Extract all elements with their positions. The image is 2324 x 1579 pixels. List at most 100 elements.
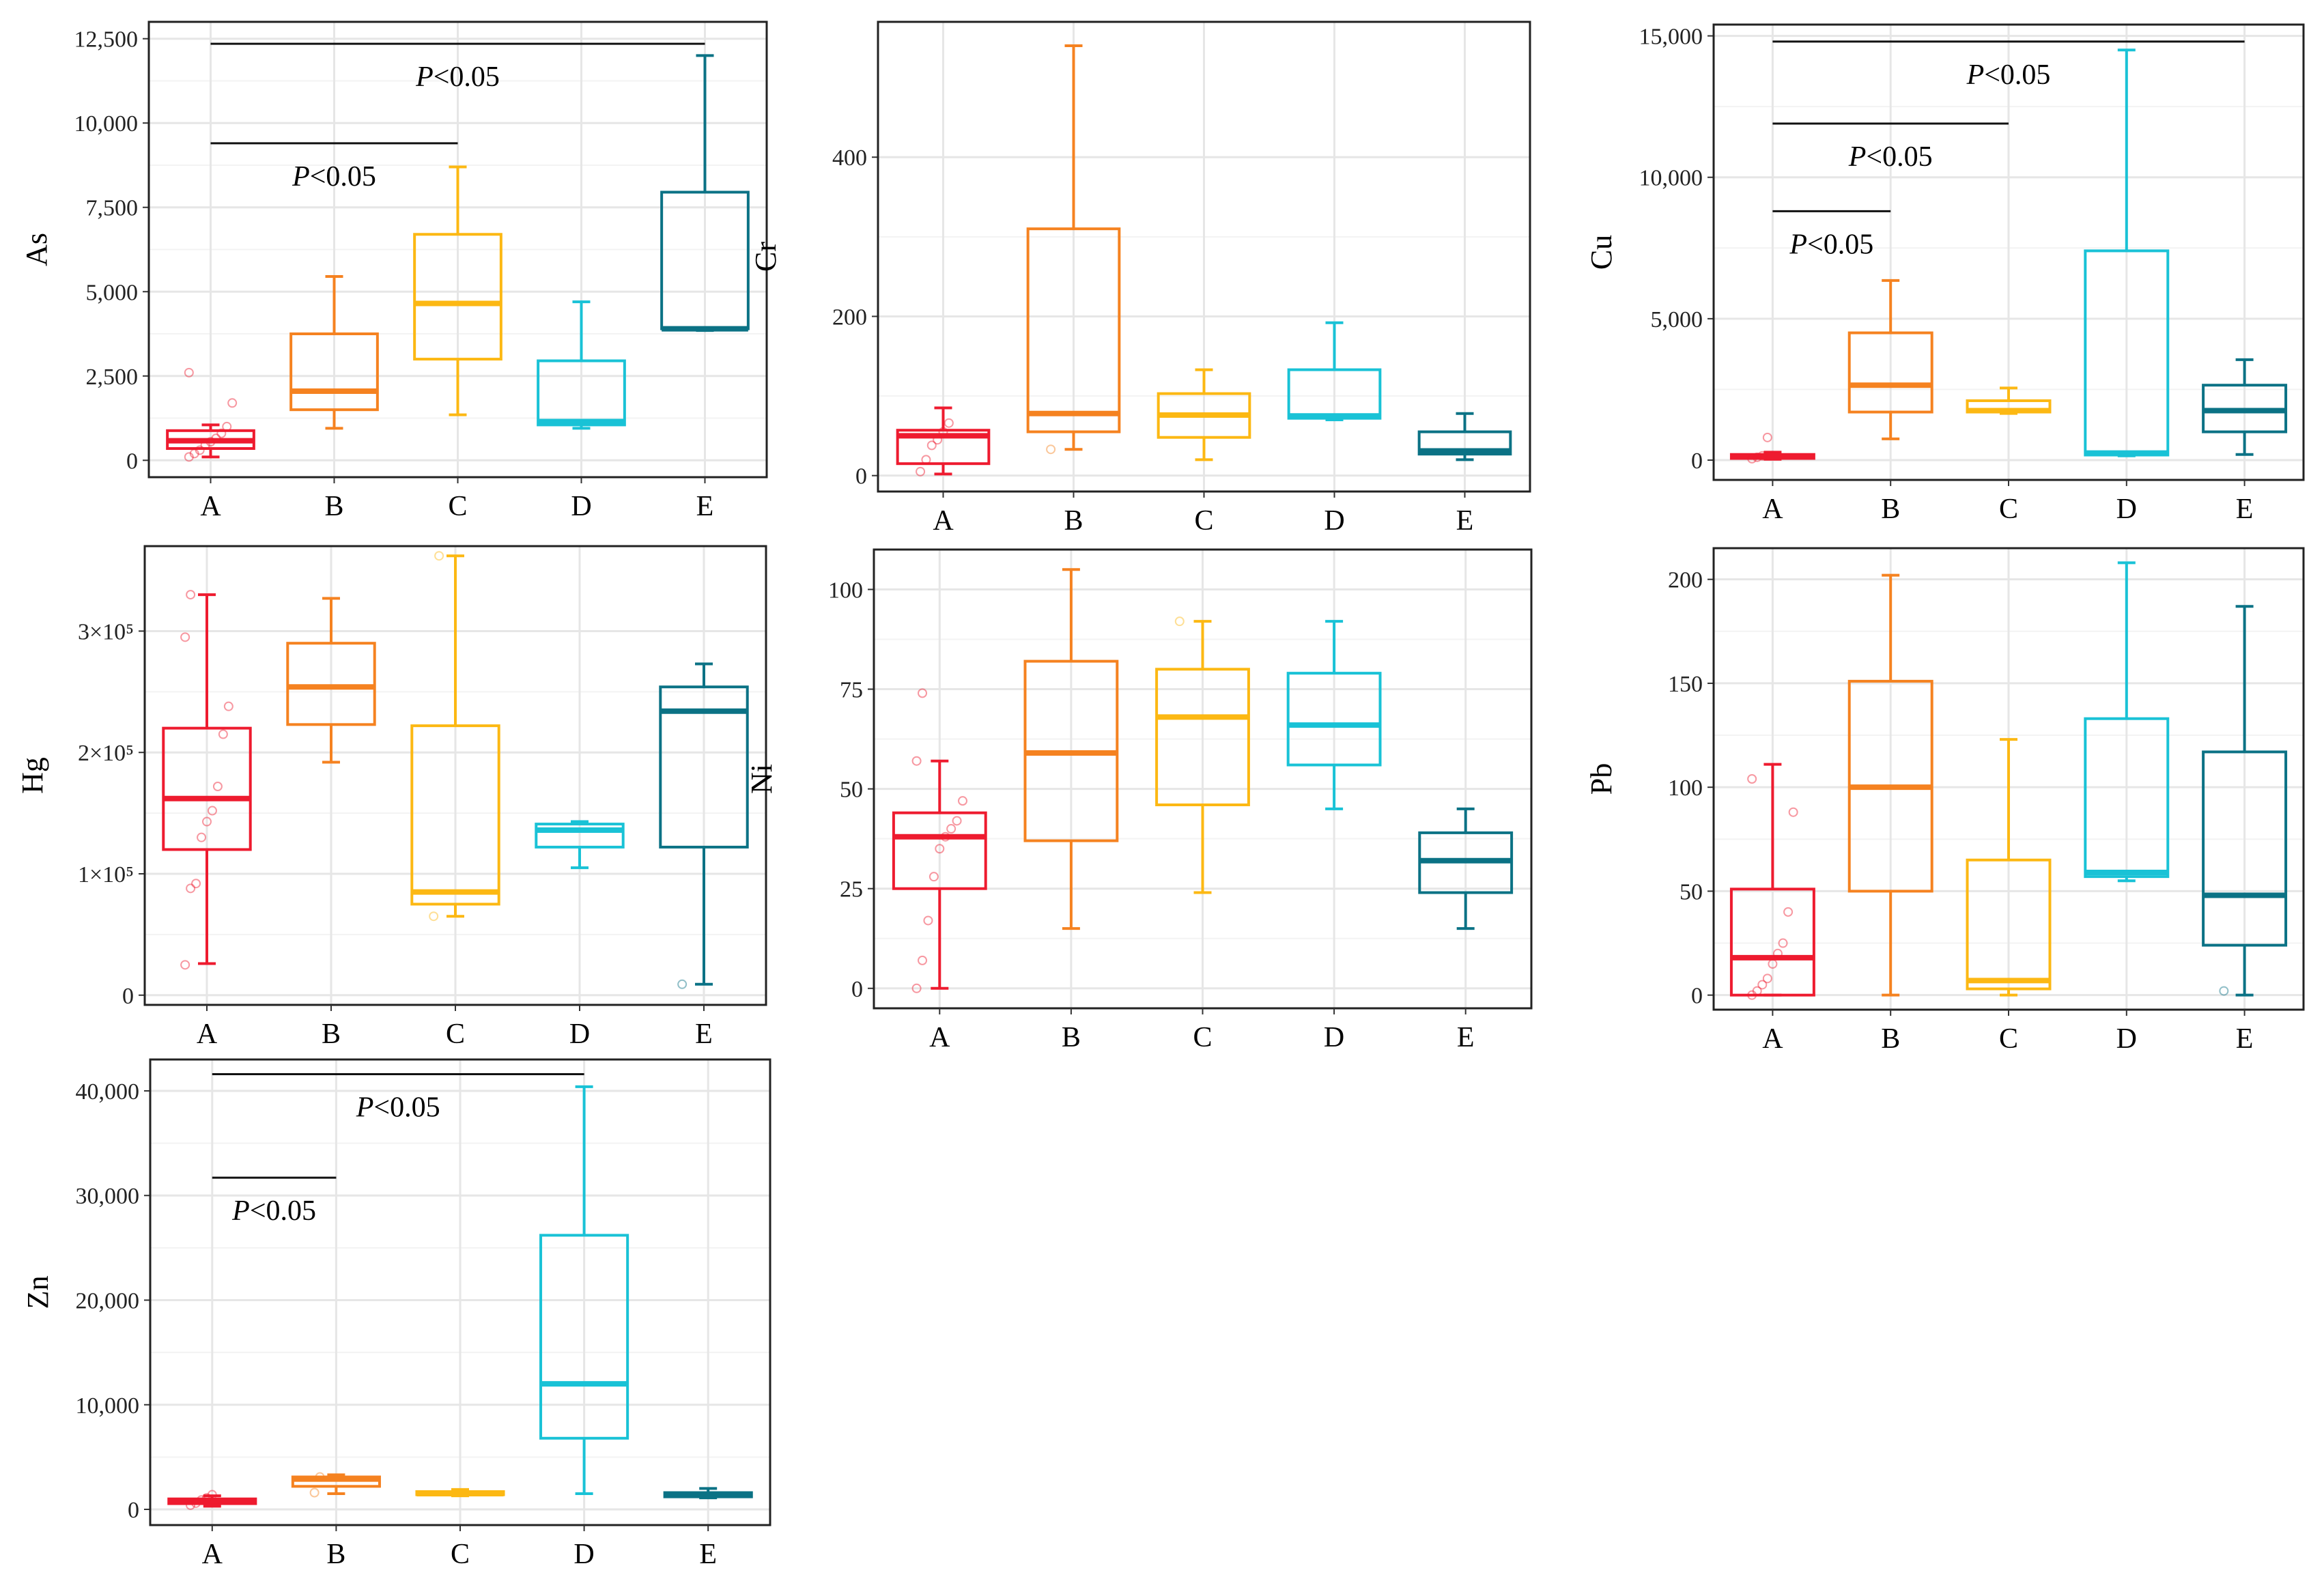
box-E	[2202, 605, 2288, 997]
box-A	[166, 423, 255, 459]
data-point	[186, 590, 196, 600]
data-point	[1768, 959, 1778, 969]
data-point	[1778, 938, 1788, 948]
data-point	[227, 398, 238, 408]
x-tick-label: A	[202, 1539, 223, 1570]
data-point	[207, 806, 217, 816]
y-tick-label: 20,000	[76, 1288, 140, 1313]
data-point	[222, 421, 232, 431]
box-D	[2084, 48, 2170, 457]
box-iqr	[1966, 858, 2052, 991]
x-tick-label: B	[1881, 1023, 1900, 1055]
y-tick-label: 10,000	[74, 111, 139, 137]
panel-cr: 0 200 400 A B C D E Cr	[749, 20, 1531, 537]
data-point	[434, 551, 444, 561]
box-A	[892, 759, 987, 990]
y-axis-title: Pb	[1585, 763, 1618, 795]
data-point	[952, 816, 962, 826]
data-point	[1174, 616, 1185, 627]
box-iqr	[1155, 668, 1250, 806]
box-iqr	[659, 685, 749, 849]
data-point	[940, 831, 950, 842]
significance-label: P<0.05	[1966, 59, 2051, 91]
y-tick-label: 2,500	[86, 365, 139, 390]
y-tick-label: 0	[128, 1498, 139, 1523]
box-E	[1418, 807, 1514, 930]
x-tick-label: B	[1881, 494, 1900, 525]
box-B	[1026, 44, 1121, 451]
box-iqr	[162, 726, 252, 851]
x-tick-label: C	[1999, 494, 2018, 525]
data-point	[677, 979, 688, 989]
y-tick-label: 3×10⁵	[78, 619, 134, 644]
data-point	[933, 435, 943, 445]
data-point	[212, 782, 223, 791]
x-tick-label: C	[1999, 1023, 2018, 1055]
y-tick-label: 2×10⁵	[78, 741, 134, 766]
data-point	[197, 832, 207, 842]
data-point	[218, 729, 228, 739]
data-point	[195, 445, 205, 455]
box-iqr	[410, 724, 500, 906]
x-tick-label: C	[446, 1019, 465, 1050]
box-D	[1287, 321, 1382, 422]
data-point	[207, 1490, 217, 1500]
box-E	[663, 1487, 753, 1500]
box-A	[1729, 763, 1815, 997]
y-tick-label: 30,000	[76, 1184, 140, 1209]
box-iqr	[892, 811, 987, 890]
y-tick-label: 0	[1691, 984, 1703, 1009]
box-B	[1847, 279, 1933, 440]
data-point	[935, 844, 945, 854]
x-tick-label: D	[2116, 494, 2137, 525]
data-point	[186, 1500, 196, 1510]
panel-zn: 0 10,000 20,000 30,000 40,000 A B C D E Zn P<0.05 P<…	[21, 1058, 771, 1570]
y-tick-label: 10,000	[1639, 166, 1703, 191]
data-point	[184, 452, 194, 462]
y-tick-label: 5,000	[1651, 307, 1703, 332]
box-C	[410, 554, 500, 918]
data-point	[926, 440, 937, 451]
box-iqr	[1417, 430, 1512, 456]
data-point	[946, 824, 956, 834]
box-E	[1417, 412, 1512, 461]
y-tick-label: 0	[851, 977, 863, 1002]
data-point	[200, 440, 210, 451]
box-C	[1966, 386, 2052, 415]
data-point	[1747, 990, 1757, 1000]
data-point	[223, 701, 233, 711]
x-tick-label: E	[1457, 1022, 1475, 1053]
data-point	[2219, 986, 2229, 996]
box-D	[537, 300, 626, 430]
x-tick-label: B	[322, 1019, 341, 1050]
panel-cu: 0 5,000 10,000 15,000 A B C D E Cu P<0.05 P<0.05 P<0…	[1585, 23, 2305, 525]
data-point	[918, 955, 928, 965]
panel-as: 0 2,500 5,000 7,500 10,000 12,500 A B C D E As P<0.0…	[20, 20, 768, 522]
panel-ni: 0 25 50 75 100 A B C D E Ni	[745, 548, 1533, 1053]
box-C	[1155, 620, 1250, 894]
data-point	[958, 796, 968, 806]
x-tick-label: A	[1762, 494, 1783, 525]
data-point	[186, 883, 196, 894]
data-point	[944, 418, 954, 428]
box-D	[539, 1085, 629, 1496]
y-axis-title: As	[20, 233, 53, 266]
y-tick-label: 400	[832, 145, 867, 171]
significance-label: P<0.05	[292, 161, 376, 193]
data-point	[923, 915, 933, 926]
y-tick-label: 200	[832, 304, 867, 330]
y-tick-label: 0	[1691, 449, 1703, 474]
data-point	[1752, 452, 1762, 462]
box-B	[1847, 573, 1933, 997]
data-point	[1757, 451, 1768, 461]
panel-pb: 0 50 100 150 200 A B C D E Pb	[1585, 547, 2305, 1055]
x-tick-label: D	[569, 1019, 590, 1050]
box-E	[660, 54, 750, 332]
x-tick-label: B	[324, 491, 343, 522]
data-point	[216, 428, 227, 438]
x-tick-label: E	[696, 491, 714, 522]
y-tick-label: 0	[126, 449, 138, 474]
box-iqr	[1026, 227, 1121, 433]
y-axis-title: Cu	[1585, 235, 1618, 270]
